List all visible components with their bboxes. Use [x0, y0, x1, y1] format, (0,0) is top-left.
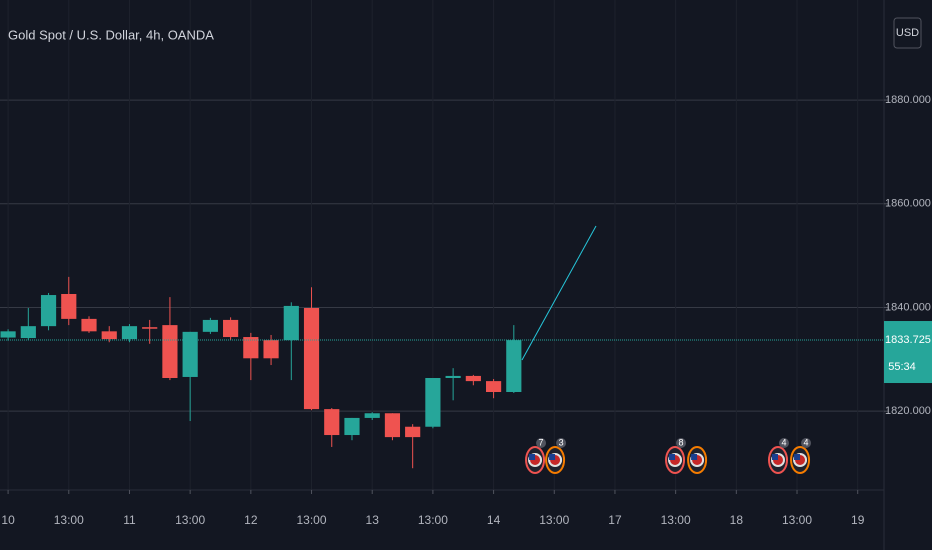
countdown: 55:34 — [888, 361, 916, 373]
candle-body — [81, 318, 97, 332]
candle-body — [202, 319, 218, 332]
last-price-box — [884, 321, 932, 384]
axes: 1820.000 1840.000 1860.000 1880.000 10 13:00 1… — [1, 94, 932, 527]
event-flag-canton — [669, 454, 676, 460]
candle-body — [182, 331, 198, 377]
event-icon[interactable] — [687, 446, 708, 474]
candle-body — [384, 413, 401, 438]
x-tick-label: 13:00 — [539, 513, 569, 527]
candle-body — [61, 294, 77, 319]
event-flag-canton — [549, 454, 556, 460]
event-count: 3 — [559, 437, 564, 447]
y-tick-label: 1860.000 — [885, 198, 931, 210]
x-tick-label: 13:00 — [661, 513, 691, 527]
event-icon[interactable]: 7 — [525, 437, 547, 474]
x-tick-label: 14 — [487, 513, 501, 527]
candle-body — [465, 375, 481, 382]
event-count: 4 — [804, 437, 809, 447]
candle-body — [485, 381, 502, 392]
candle-body — [445, 375, 461, 378]
chart-title: Gold Spot / U.S. Dollar, 4h, OANDA — [8, 27, 214, 42]
candle-body — [243, 337, 259, 359]
currency-button[interactable] — [893, 17, 922, 49]
event-count: 8 — [679, 437, 684, 447]
candle-body — [324, 409, 340, 436]
y-tick-label: 1820.000 — [885, 405, 931, 417]
candle-body — [364, 413, 380, 418]
event-flag-canton — [529, 454, 536, 460]
candle-body — [101, 331, 117, 340]
candle-body — [162, 325, 178, 378]
candle-body — [0, 331, 16, 338]
event-icon[interactable]: 4 — [768, 437, 790, 474]
candle-body — [142, 327, 158, 329]
x-tick-label: 18 — [730, 513, 744, 527]
event-flag-canton — [691, 454, 698, 460]
candle-body — [506, 340, 522, 392]
candle-body — [283, 305, 299, 341]
x-tick-label: 13 — [366, 513, 380, 527]
trend-line[interactable] — [521, 225, 597, 361]
event-icon[interactable]: 3 — [545, 437, 567, 474]
x-tick-label: 12 — [244, 513, 258, 527]
x-tick-label: 10 — [1, 513, 15, 527]
x-tick-label: 11 — [123, 513, 136, 527]
x-tick-label: 13:00 — [418, 513, 448, 527]
event-flag-canton — [772, 454, 779, 460]
event-badge — [801, 438, 812, 448]
y-tick-label: 1880.000 — [885, 94, 931, 106]
candle-body — [223, 319, 239, 338]
event-icon[interactable]: 4 — [790, 437, 812, 474]
candles: 7 3 8 4 4 — [0, 276, 884, 474]
candle-body — [425, 378, 441, 427]
candle-body — [20, 326, 36, 339]
event-flag-canton — [794, 454, 801, 460]
y-tick-label: 1840.000 — [885, 301, 931, 313]
event-badge — [779, 438, 790, 448]
event-icon[interactable]: 8 — [665, 437, 687, 474]
x-tick-label: 13:00 — [175, 513, 205, 527]
x-tick-label: 17 — [608, 513, 622, 527]
x-tick-label: 19 — [851, 513, 865, 527]
candle-body — [303, 308, 320, 410]
candle-body — [263, 340, 279, 359]
currency-label: USD — [896, 27, 919, 39]
last-price-label: 1833.725 — [885, 334, 931, 346]
x-tick-label: 13:00 — [297, 513, 327, 527]
event-badge — [556, 438, 567, 448]
candle-body — [344, 417, 360, 436]
grid — [0, 0, 884, 490]
event-badge — [536, 438, 547, 448]
x-tick-label: 13:00 — [54, 513, 84, 527]
candle-body — [40, 295, 57, 327]
candle-body — [121, 326, 138, 340]
event-badge — [676, 438, 687, 448]
candle-body — [405, 426, 421, 438]
event-count: 7 — [539, 437, 544, 447]
event-count: 4 — [781, 437, 786, 447]
x-tick-label: 13:00 — [782, 513, 812, 527]
